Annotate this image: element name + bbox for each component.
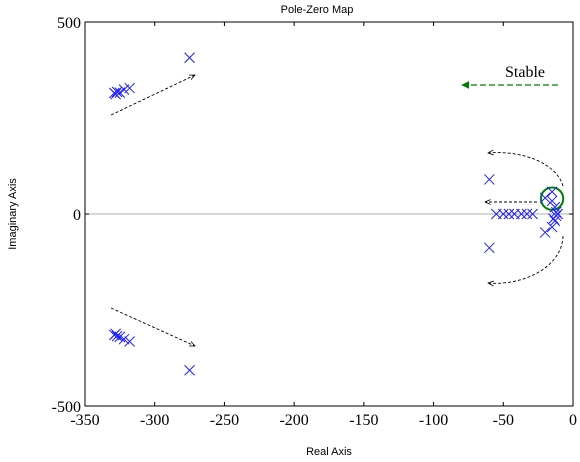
x-tick-label: -300 xyxy=(140,412,169,429)
x-tick-label: -150 xyxy=(349,412,378,429)
pole-marker xyxy=(548,213,559,224)
pole-marker xyxy=(110,88,122,100)
x-tick-label: -50 xyxy=(493,412,514,429)
x-tick-label: -100 xyxy=(419,412,448,429)
pole-marker xyxy=(118,333,130,345)
pole-marker xyxy=(521,208,533,220)
chart-title: Pole-Zero Map xyxy=(281,4,354,16)
x-tick-label: -250 xyxy=(210,412,239,429)
x-axis-label: Real Axis xyxy=(306,446,352,458)
pole-marker xyxy=(549,215,561,227)
pole-marker xyxy=(527,208,538,220)
upper-curved-arrow xyxy=(488,153,564,187)
pole-marker xyxy=(539,192,551,204)
pole-marker xyxy=(546,186,558,198)
pole-marker xyxy=(483,242,495,254)
pole-marker xyxy=(111,86,123,98)
pole-marker xyxy=(124,82,135,94)
upper-left-arrow xyxy=(110,74,195,116)
stable-label: Stable xyxy=(505,64,545,81)
lower-left-arrow xyxy=(110,307,195,347)
y-tick-label: 0 xyxy=(73,207,81,224)
lower-curved-arrow xyxy=(488,235,564,283)
y-tick-label: 500 xyxy=(57,15,81,32)
pole-marker xyxy=(497,208,509,220)
pole-marker xyxy=(111,330,123,342)
pole-marker xyxy=(483,174,495,185)
x-tick-label: -350 xyxy=(70,412,99,429)
pole-markers xyxy=(108,52,564,376)
pole-marker xyxy=(124,336,135,347)
y-axis-ticks: 500 0 -500 xyxy=(52,15,573,416)
pole-marker xyxy=(516,208,527,220)
x-tick-label: -200 xyxy=(279,412,308,429)
annotation-arrows xyxy=(110,74,564,347)
x-axis-ticks: -350 -300 -250 -200 -150 -100 -50 0 xyxy=(70,22,577,429)
pole-marker xyxy=(184,52,195,64)
y-axis-label: Imaginary Axis xyxy=(7,178,19,250)
pole-marker xyxy=(539,227,551,238)
x-tick-label: 0 xyxy=(569,412,577,429)
y-tick-label: -500 xyxy=(52,399,81,416)
pole-marker xyxy=(546,195,558,207)
pole-marker xyxy=(184,364,195,376)
pole-marker xyxy=(503,208,515,220)
